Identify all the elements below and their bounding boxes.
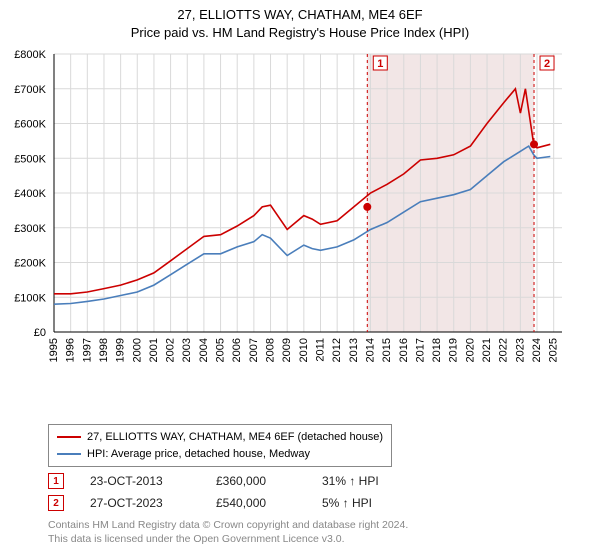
svg-text:2016: 2016 <box>398 338 410 362</box>
svg-text:2023: 2023 <box>514 338 526 362</box>
svg-text:1996: 1996 <box>65 338 77 362</box>
legend-item: HPI: Average price, detached house, Medw… <box>57 446 383 463</box>
sales-table: 1 23-OCT-2013 £360,000 31% ↑ HPI 2 27-OCT-202… <box>48 470 422 514</box>
sale-hpi-diff: 31% ↑ HPI <box>322 474 422 488</box>
footer-attribution: Contains HM Land Registry data © Crown c… <box>48 518 408 546</box>
sale-price: £360,000 <box>216 474 296 488</box>
sale-hpi-diff: 5% ↑ HPI <box>322 496 422 510</box>
svg-text:£100K: £100K <box>14 292 46 304</box>
legend: 27, ELLIOTTS WAY, CHATHAM, ME4 6EF (deta… <box>48 424 392 467</box>
svg-text:£400K: £400K <box>14 188 46 200</box>
svg-text:2005: 2005 <box>215 338 227 362</box>
svg-text:2021: 2021 <box>481 338 493 362</box>
svg-text:2: 2 <box>544 58 550 70</box>
svg-text:2007: 2007 <box>248 338 260 362</box>
svg-text:2020: 2020 <box>464 338 476 362</box>
svg-text:£200K: £200K <box>14 258 46 270</box>
svg-text:2000: 2000 <box>131 338 143 362</box>
svg-text:1: 1 <box>377 58 383 70</box>
title-subtitle: Price paid vs. HM Land Registry's House … <box>0 24 600 42</box>
svg-text:1999: 1999 <box>115 338 127 362</box>
svg-text:2015: 2015 <box>381 338 393 362</box>
footer-line-1: Contains HM Land Registry data © Crown c… <box>48 518 408 532</box>
chart-title-block: 27, ELLIOTTS WAY, CHATHAM, ME4 6EF Price… <box>0 0 600 42</box>
svg-text:£500K: £500K <box>14 153 46 165</box>
svg-text:£0: £0 <box>34 327 46 339</box>
svg-text:1995: 1995 <box>48 338 60 362</box>
svg-text:2011: 2011 <box>314 338 326 362</box>
svg-text:£600K: £600K <box>14 119 46 131</box>
svg-text:2019: 2019 <box>448 338 460 362</box>
svg-text:2012: 2012 <box>331 338 343 362</box>
svg-text:2010: 2010 <box>298 338 310 362</box>
svg-text:2014: 2014 <box>364 338 376 362</box>
sale-row: 2 27-OCT-2023 £540,000 5% ↑ HPI <box>48 492 422 514</box>
svg-text:2004: 2004 <box>198 338 210 362</box>
legend-label: HPI: Average price, detached house, Medw… <box>87 446 310 463</box>
legend-swatch <box>57 436 81 438</box>
title-address: 27, ELLIOTTS WAY, CHATHAM, ME4 6EF <box>0 6 600 24</box>
svg-text:1998: 1998 <box>98 338 110 362</box>
sale-date: 23-OCT-2013 <box>90 474 190 488</box>
legend-label: 27, ELLIOTTS WAY, CHATHAM, ME4 6EF (deta… <box>87 429 383 446</box>
footer-line-2: This data is licensed under the Open Gov… <box>48 532 408 546</box>
svg-text:2022: 2022 <box>498 338 510 362</box>
sale-marker-badge: 1 <box>48 473 64 489</box>
sale-date: 27-OCT-2023 <box>90 496 190 510</box>
svg-text:2025: 2025 <box>548 338 560 362</box>
svg-text:£800K: £800K <box>14 49 46 61</box>
svg-text:2006: 2006 <box>231 338 243 362</box>
svg-text:2002: 2002 <box>165 338 177 362</box>
svg-text:2017: 2017 <box>414 338 426 362</box>
svg-text:2013: 2013 <box>348 338 360 362</box>
legend-swatch <box>57 453 81 455</box>
svg-text:£700K: £700K <box>14 84 46 96</box>
svg-text:2008: 2008 <box>265 338 277 362</box>
svg-text:2009: 2009 <box>281 338 293 362</box>
svg-text:2018: 2018 <box>431 338 443 362</box>
svg-text:2001: 2001 <box>148 338 160 362</box>
price-chart: £0£100K£200K£300K£400K£500K£600K£700K£80… <box>48 48 568 388</box>
sale-price: £540,000 <box>216 496 296 510</box>
svg-text:£300K: £300K <box>14 223 46 235</box>
legend-item: 27, ELLIOTTS WAY, CHATHAM, ME4 6EF (deta… <box>57 429 383 446</box>
svg-text:2003: 2003 <box>181 338 193 362</box>
svg-text:1997: 1997 <box>81 338 93 362</box>
sale-marker-badge: 2 <box>48 495 64 511</box>
svg-text:2024: 2024 <box>531 338 543 362</box>
sale-row: 1 23-OCT-2013 £360,000 31% ↑ HPI <box>48 470 422 492</box>
